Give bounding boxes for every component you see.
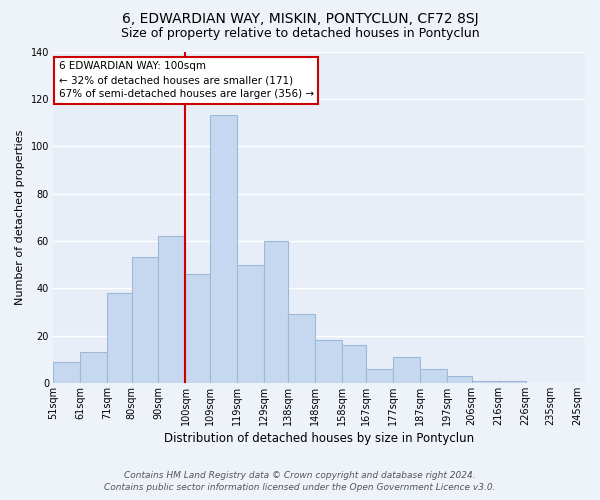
Bar (394, 357, 421, 383)
Bar (210, 116, 237, 383)
Bar (421, 368, 448, 383)
Text: 6 EDWARDIAN WAY: 100sqm
← 32% of detached houses are smaller (171)
67% of semi-d: 6 EDWARDIAN WAY: 100sqm ← 32% of detache… (59, 62, 314, 100)
Bar (107, 293, 131, 383)
Text: Contains HM Land Registry data © Crown copyright and database right 2024.
Contai: Contains HM Land Registry data © Crown c… (104, 471, 496, 492)
Y-axis label: Number of detached properties: Number of detached properties (15, 130, 25, 305)
Bar (53, 362, 80, 383)
Bar (315, 340, 342, 383)
Bar (472, 380, 499, 383)
Bar (158, 236, 185, 383)
Text: 6, EDWARDIAN WAY, MISKIN, PONTYCLUN, CF72 8SJ: 6, EDWARDIAN WAY, MISKIN, PONTYCLUN, CF7… (122, 12, 478, 26)
Bar (499, 380, 526, 383)
Bar (131, 258, 158, 383)
Bar (342, 345, 367, 383)
Bar (237, 264, 264, 383)
Bar (185, 274, 210, 383)
Bar (80, 352, 107, 383)
Text: Size of property relative to detached houses in Pontyclun: Size of property relative to detached ho… (121, 28, 479, 40)
Bar (448, 376, 472, 383)
Bar (264, 241, 288, 383)
Bar (288, 314, 315, 383)
Bar (367, 368, 394, 383)
X-axis label: Distribution of detached houses by size in Pontyclun: Distribution of detached houses by size … (164, 432, 474, 445)
